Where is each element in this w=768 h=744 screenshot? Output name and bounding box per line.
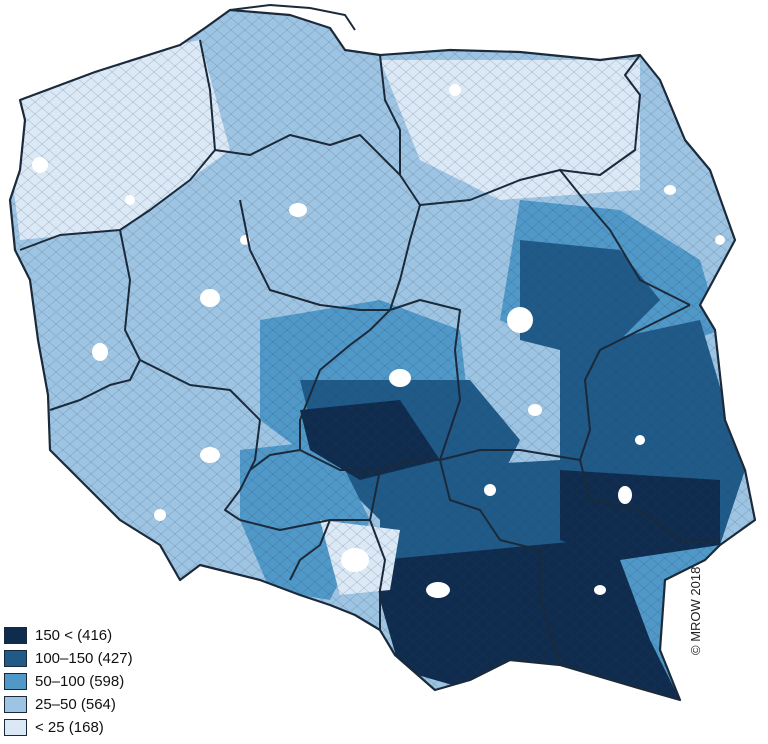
copyright-notice: © MROW 2018 [688,566,703,655]
legend-item: 25–50 (564) [4,693,133,716]
legend-swatch [4,719,27,736]
legend-swatch [4,627,27,644]
legend-swatch [4,696,27,713]
legend: 150 < (416) 100–150 (427) 50–100 (598) 2… [4,624,133,739]
coastline-spit [229,3,356,31]
legend-item: 150 < (416) [4,624,133,647]
country-outline [8,8,757,702]
legend-swatch [4,673,27,690]
legend-swatch [4,650,27,667]
legend-item: 100–150 (427) [4,647,133,670]
legend-label: 25–50 (564) [35,696,116,713]
legend-item: < 25 (168) [4,716,133,739]
legend-label: < 25 (168) [35,719,104,736]
legend-label: 50–100 (598) [35,673,125,690]
legend-label: 150 < (416) [35,627,113,644]
voivodeship-borders [19,39,720,666]
legend-label: 100–150 (427) [35,650,133,667]
legend-item: 50–100 (598) [4,670,133,693]
urban-areas [32,84,725,598]
